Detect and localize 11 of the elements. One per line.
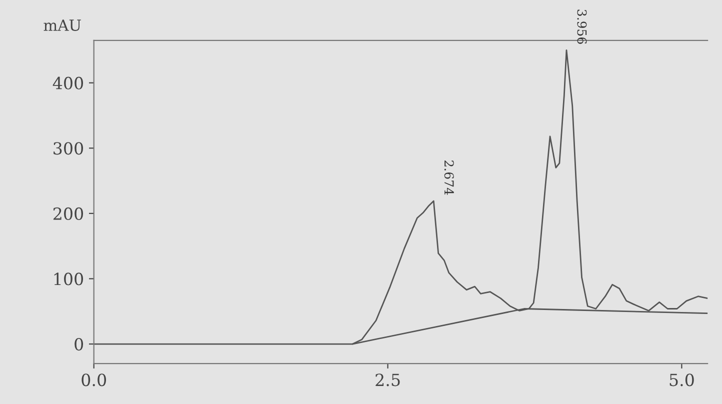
y-axis-title: mAU [44, 20, 81, 31]
y-tick-label: 100 [54, 272, 84, 286]
x-tick-label: 0.0 [82, 374, 106, 386]
y-tick-label: 300 [54, 142, 84, 155]
x-tick-label: 5.0 [670, 374, 694, 386]
annotation: 2.674 [444, 160, 454, 195]
y-tick-label: 200 [53, 207, 84, 220]
y-tick-label: 0 [74, 338, 84, 351]
y-tick-label: 400 [52, 76, 84, 90]
x-tick-label: 2.5 [376, 374, 400, 386]
annotation: 3.956 [577, 10, 587, 44]
